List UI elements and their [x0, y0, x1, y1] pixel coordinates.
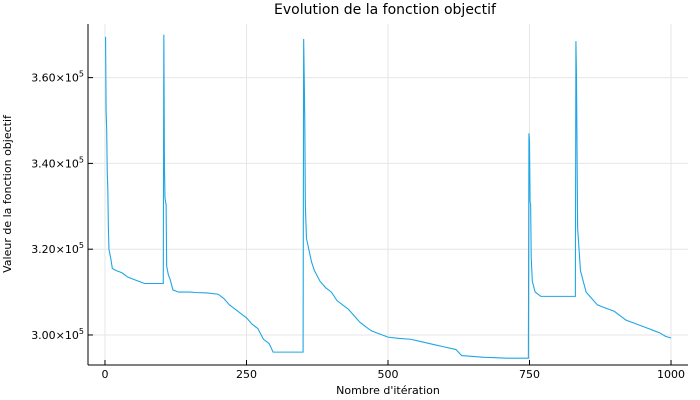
y-tick-label: 3.40×105	[31, 155, 84, 170]
y-tick-mantissa: 3.00×10	[31, 329, 79, 342]
y-tick-mantissa: 3.60×10	[31, 72, 79, 85]
grid	[88, 24, 688, 365]
x-tick-label: 1000	[657, 368, 685, 381]
y-tick-label: 3.00×105	[31, 327, 84, 342]
y-tick-mantissa: 3.20×10	[31, 243, 79, 256]
y-axis-label: Valeur de la fonction objectif	[1, 114, 14, 273]
y-tick-mantissa: 3.40×10	[31, 157, 79, 170]
series-layer	[105, 34, 672, 359]
x-tick-label: 500	[378, 368, 399, 381]
y-tick-label: 3.60×105	[31, 70, 84, 85]
y-tick-label: 3.20×105	[31, 241, 84, 256]
x-tick-label: 0	[101, 368, 108, 381]
chart-title: Evolution de la fonction objectif	[274, 2, 497, 18]
ticks: 0 250 500 750 10003.00×1053.20×1053.40×1053.…	[31, 70, 685, 381]
x-tick-label: 750	[519, 368, 540, 381]
series-line-0	[105, 34, 672, 359]
x-tick-label: 250	[236, 368, 257, 381]
y-tick-exponent: 5	[79, 155, 84, 164]
x-axis-label: Nombre d'itération	[336, 384, 440, 397]
y-tick-exponent: 5	[79, 241, 84, 250]
y-tick-exponent: 5	[79, 327, 84, 336]
y-tick-exponent: 5	[79, 70, 84, 79]
